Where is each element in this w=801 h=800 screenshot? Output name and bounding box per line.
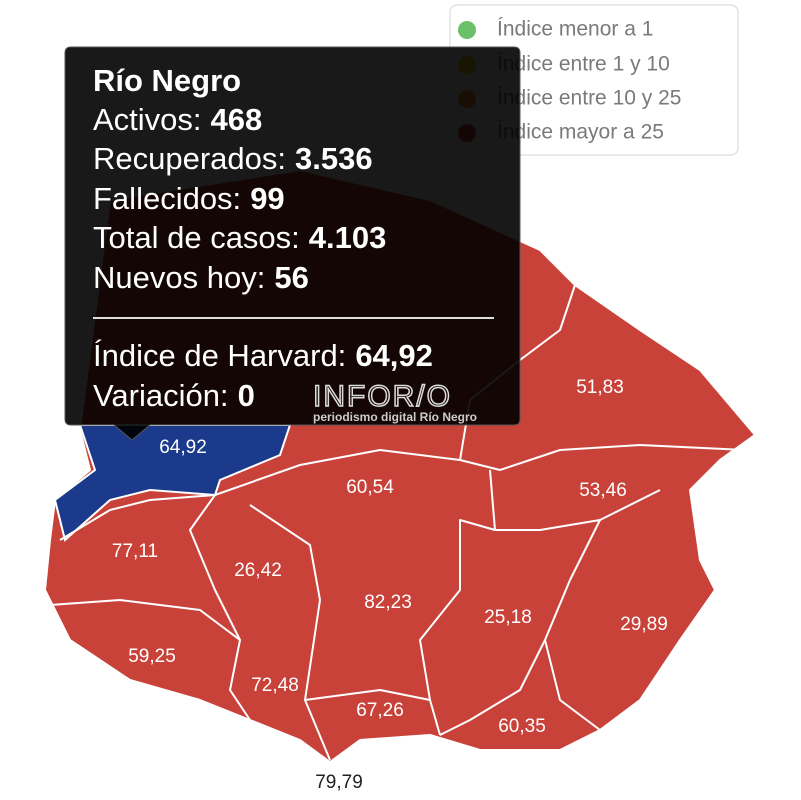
- tooltip-row: Índice de Harvard: 64,92: [93, 338, 433, 373]
- region-label: 29,89: [620, 614, 668, 635]
- row-value: 0: [238, 378, 255, 413]
- row-label: Nuevos hoy:: [93, 260, 265, 295]
- region-label: 72,48: [251, 675, 299, 696]
- legend-swatch: [458, 21, 476, 39]
- tooltip-row: Nuevos hoy: 56: [93, 260, 309, 295]
- region-label: 77,11: [112, 541, 158, 562]
- legend: Índice menor a 1 Índice entre 1 y 10 Índ…: [449, 4, 739, 156]
- region-label: 64,92: [159, 437, 207, 458]
- row-value: 56: [274, 260, 308, 295]
- region-label: 59,25: [128, 646, 176, 667]
- legend-label: Índice mayor a 25: [497, 121, 664, 144]
- row-label: Fallecidos:: [93, 181, 241, 216]
- tooltip-row: Fallecidos: 99: [93, 181, 285, 216]
- tooltip-row: Recuperados: 3.536: [93, 141, 373, 176]
- row-label: Total de casos:: [93, 220, 300, 255]
- legend-label: Índice menor a 1: [497, 18, 653, 41]
- row-value: 4.103: [309, 220, 387, 255]
- region-label: 51,83: [576, 377, 624, 398]
- rio-negro-region[interactable]: [53, 424, 292, 542]
- region-label: 60,54: [346, 477, 394, 498]
- region-labels: 64,92 51,83 60,54 53,46 77,11 26,42 82,2…: [112, 377, 668, 793]
- watermark-tagline: periodismo digital Río Negro: [313, 410, 477, 424]
- tooltip-box: [64, 46, 521, 441]
- row-label: Variación:: [93, 378, 229, 413]
- tooltip: Río Negro Activos: 468 Recuperados: 3.536 …: [64, 46, 521, 441]
- region-label: 67,26: [356, 700, 404, 721]
- legend-label: Índice entre 1 y 10: [497, 53, 670, 76]
- tooltip-row: Activos: 468: [93, 102, 262, 137]
- row-value: 99: [250, 181, 284, 216]
- row-value: 3.536: [295, 141, 373, 176]
- tooltip-row: Total de casos: 4.103: [93, 220, 386, 255]
- row-value: 468: [211, 102, 263, 137]
- row-value: 64,92: [355, 338, 433, 373]
- row-label: Activos:: [93, 102, 202, 137]
- watermark-brand: INFOR/O: [313, 380, 452, 413]
- row-label: Índice de Harvard:: [93, 338, 346, 373]
- legend-label: Índice entre 10 y 25: [497, 87, 681, 110]
- region-label: 53,46: [579, 480, 627, 501]
- tooltip-row: Variación: 0: [93, 378, 255, 413]
- region-label: 60,35: [498, 716, 546, 737]
- region-label: 25,18: [484, 607, 532, 628]
- region-label: 26,42: [234, 560, 282, 581]
- row-label: Recuperados:: [93, 141, 286, 176]
- region-label: 79,79: [315, 772, 363, 793]
- region-label: 82,23: [364, 592, 412, 613]
- tooltip-title: Río Negro: [93, 63, 241, 98]
